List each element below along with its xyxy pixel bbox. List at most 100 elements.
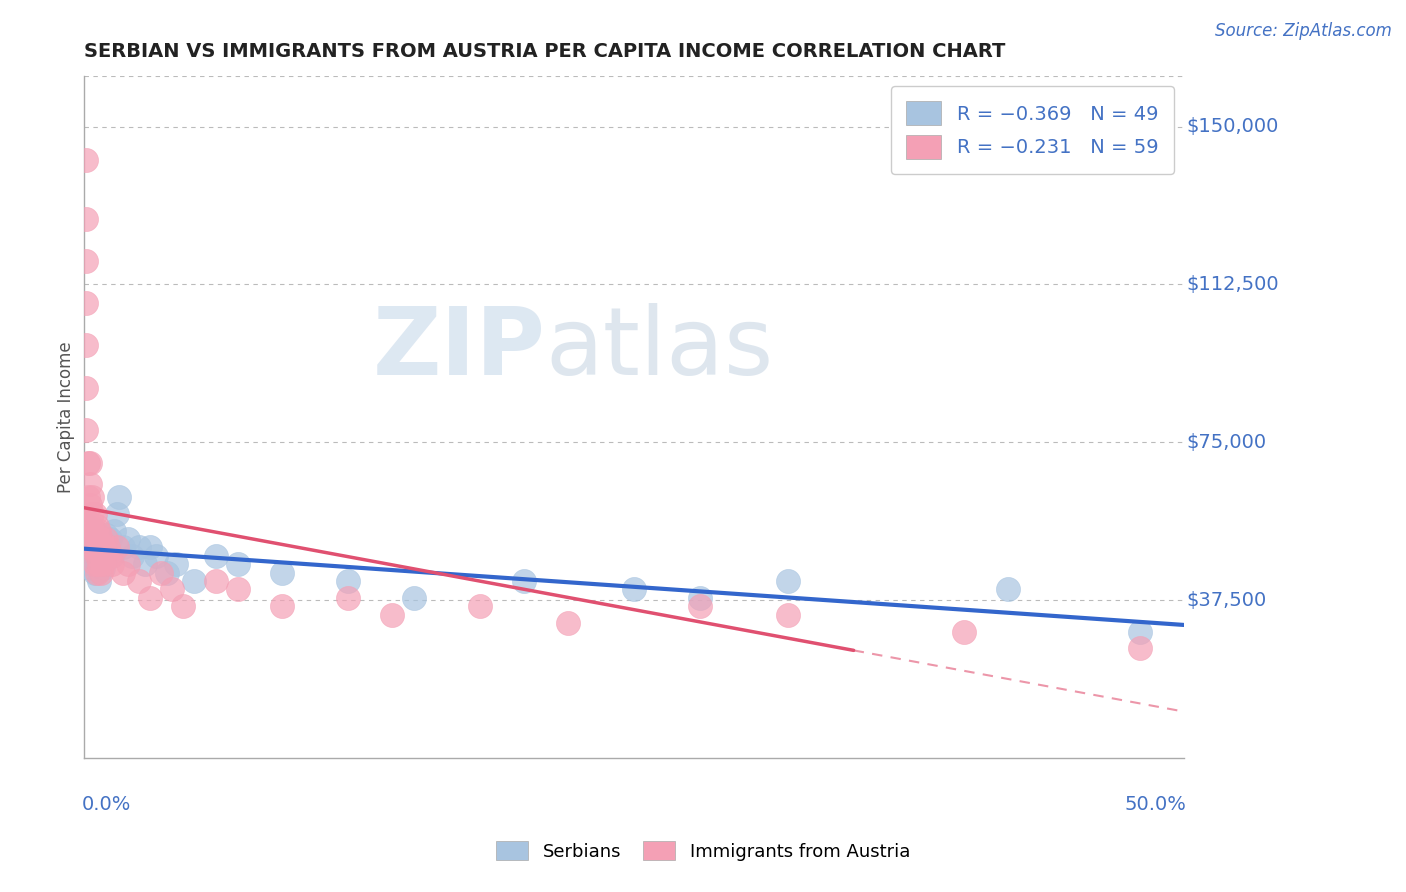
Point: [83, 566, 105, 580]
Point: [380, 607, 402, 622]
Point: [82, 558, 104, 572]
Point: [90, 532, 112, 546]
Point: [112, 566, 135, 580]
Point: [105, 507, 128, 521]
Text: 50.0%: 50.0%: [1123, 796, 1185, 814]
Point: [689, 591, 711, 605]
Point: [128, 574, 150, 588]
Y-axis label: Per Capita Income: Per Capita Income: [58, 341, 75, 492]
Point: [77, 456, 100, 470]
Point: [94, 549, 117, 563]
Point: [468, 599, 491, 614]
Point: [75, 254, 97, 268]
Text: Source: ZipAtlas.com: Source: ZipAtlas.com: [1215, 22, 1392, 40]
Point: [557, 616, 579, 631]
Point: [952, 624, 974, 639]
Text: $112,500: $112,500: [1185, 275, 1278, 294]
Point: [270, 599, 292, 614]
Point: [105, 541, 128, 555]
Point: [79, 519, 101, 533]
Point: [689, 599, 711, 614]
Point: [94, 532, 117, 546]
Point: [83, 558, 105, 572]
Point: [204, 574, 226, 588]
Point: [226, 582, 249, 597]
Point: [91, 541, 114, 555]
Point: [75, 212, 97, 227]
Point: [79, 499, 101, 513]
Point: [83, 541, 105, 555]
Point: [79, 561, 101, 575]
Point: [623, 582, 645, 597]
Point: [82, 524, 104, 538]
Point: [270, 566, 292, 580]
Text: SERBIAN VS IMMIGRANTS FROM AUSTRIA PER CAPITA INCOME CORRELATION CHART: SERBIAN VS IMMIGRANTS FROM AUSTRIA PER C…: [83, 42, 1005, 61]
Point: [86, 536, 108, 550]
Point: [512, 574, 534, 588]
Point: [138, 591, 160, 605]
Point: [75, 380, 97, 394]
Point: [98, 532, 121, 546]
Legend: R = −0.369   N = 49, R = −0.231   N = 59: R = −0.369 N = 49, R = −0.231 N = 59: [891, 86, 1174, 174]
Legend: Serbians, Immigrants from Austria: Serbians, Immigrants from Austria: [486, 831, 920, 870]
Point: [156, 566, 179, 580]
Point: [145, 549, 167, 563]
Point: [90, 549, 112, 563]
Text: atlas: atlas: [546, 303, 773, 395]
Point: [90, 566, 112, 580]
Point: [86, 532, 108, 546]
Point: [117, 532, 139, 546]
Point: [103, 524, 125, 538]
Point: [77, 490, 100, 504]
Point: [75, 549, 97, 563]
Point: [87, 558, 110, 572]
Point: [77, 519, 100, 533]
Point: [86, 566, 108, 580]
Point: [91, 558, 114, 572]
Point: [112, 541, 135, 555]
Point: [94, 528, 117, 542]
Point: [77, 541, 100, 555]
Point: [117, 558, 139, 572]
Point: [82, 532, 104, 546]
Point: [77, 553, 100, 567]
Point: [101, 558, 124, 572]
Point: [204, 549, 226, 563]
Point: [128, 541, 150, 555]
Point: [165, 558, 187, 572]
Point: [149, 566, 172, 580]
Point: [97, 541, 120, 555]
Point: [87, 558, 110, 572]
Point: [138, 541, 160, 555]
Point: [79, 477, 101, 491]
Point: [336, 574, 359, 588]
Point: [75, 532, 97, 546]
Point: [83, 524, 105, 538]
Point: [776, 607, 799, 622]
Point: [75, 423, 97, 437]
Point: [86, 549, 108, 563]
Point: [183, 574, 205, 588]
Point: [1129, 624, 1152, 639]
Point: [75, 296, 97, 310]
Point: [75, 338, 97, 352]
Point: [86, 519, 108, 533]
Point: [75, 153, 97, 168]
Text: 0.0%: 0.0%: [82, 796, 131, 814]
Point: [997, 582, 1019, 597]
Point: [79, 456, 101, 470]
Point: [402, 591, 425, 605]
Point: [90, 549, 112, 563]
Point: [107, 490, 129, 504]
Point: [83, 507, 105, 521]
Point: [87, 574, 110, 588]
Text: ZIP: ZIP: [373, 303, 546, 395]
Point: [134, 558, 156, 572]
Point: [91, 541, 114, 555]
Point: [82, 490, 104, 504]
Point: [101, 549, 124, 563]
Point: [82, 541, 104, 555]
Point: [83, 541, 105, 555]
Point: [172, 599, 194, 614]
Point: [79, 544, 101, 558]
